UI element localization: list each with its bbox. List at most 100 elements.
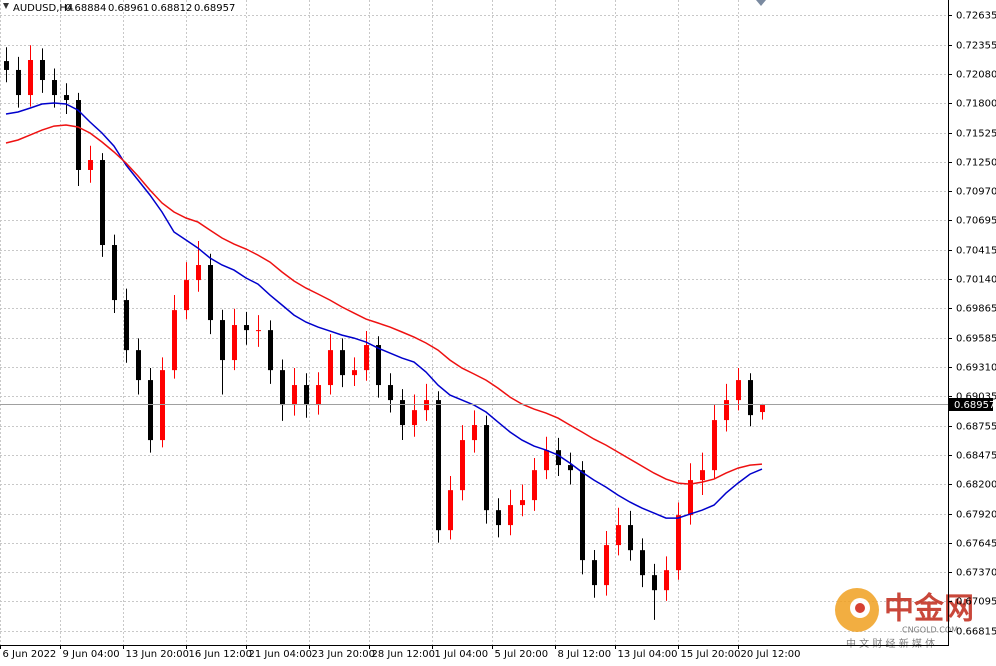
watermark-slogan: 中 文 财 经 新 媒 体 [846,637,935,650]
x-tick-label: 20 Jul 12:00 [741,649,801,660]
y-tick-label: 0.70140 [956,275,996,286]
candle-body [556,450,561,466]
moving-average-line [5,102,763,519]
candle-body [352,370,357,376]
candle-body [184,280,189,311]
header-high: 0.68961 [108,3,149,14]
candle-body [136,350,141,381]
candle-body [268,330,273,371]
candle-body [220,320,225,361]
candle-body [496,510,501,526]
candle-body [460,440,465,491]
watermark-logo: 中金网 [884,592,974,627]
candle-body [736,380,741,401]
x-tick-label: 21 Jun 04:00 [249,649,313,660]
candle-body [760,404,765,413]
y-tick-label: 0.66815 [956,627,996,638]
candle-body [124,300,129,351]
candle-body [688,480,693,516]
y-tick-label: 0.72080 [956,70,996,81]
candle-body [160,370,165,441]
current-price-label: 0.68957 [954,400,995,411]
header-open: 0.68884 [65,3,106,14]
x-tick-label: 28 Jun 12:00 [372,649,436,660]
x-tick-label: 6 Jun 2022 [3,649,57,660]
candle-body [244,325,249,331]
x-tick-label: 9 Jun 04:00 [63,649,120,660]
x-tick-label: 23 Jun 20:00 [312,649,376,660]
y-tick-label: 0.69585 [956,334,996,345]
candle-body [472,425,477,441]
y-tick-label: 0.67645 [956,539,996,550]
y-tick-label: 0.68755 [956,422,996,433]
y-tick-label: 0.70415 [956,246,996,257]
x-tick-label: 5 Jul 20:00 [495,649,549,660]
y-tick-label: 0.70695 [956,216,996,227]
candle-body [712,420,717,471]
candle-body [400,400,405,426]
candle-body [532,470,537,501]
symbol: AUDUSD,H4 [13,3,73,14]
x-tick-label: 8 Jul 12:00 [558,649,612,660]
y-tick-label: 0.69035 [956,392,996,403]
header: AUDUSD,H4 0.68884 0.68961 0.68812 0.6895… [3,3,235,14]
candle-body [568,465,573,471]
candle-body [700,470,705,481]
candle-body [208,265,213,321]
y-tick-label: 0.69310 [956,363,996,374]
y-tick-label: 0.70970 [956,187,996,198]
candle-body [604,545,609,586]
candle-body [292,385,297,406]
candle-body [340,350,345,376]
candle-body [484,425,489,511]
candle-body [424,400,429,411]
y-tick-label: 0.72355 [956,41,996,52]
candle-body [304,385,309,406]
candle-body [40,60,45,81]
candle-body [52,80,57,96]
candle-body [748,380,753,416]
candle-body [316,385,321,406]
candle-body [64,95,69,101]
candle-body [172,310,177,371]
candle-body [520,500,525,506]
header-low: 0.68812 [151,3,192,14]
candle-body [616,525,621,546]
shift-marker [756,0,766,6]
y-tick-label: 0.67095 [956,597,996,608]
y-tick-label: 0.68475 [956,451,996,462]
candle-body [580,470,585,561]
candle-body [196,265,201,281]
watermark-site: CNGOLD.COM [902,626,958,635]
y-tick-label: 0.67920 [956,510,996,521]
candle-body [232,325,237,361]
header-arrow [3,3,9,9]
candle-body [88,160,93,170]
y-tick-label: 0.69865 [956,304,996,315]
candle-body [544,450,549,471]
plot [0,45,948,620]
header-close: 0.68957 [194,3,235,14]
watermark: 中金网 CNGOLD.COM 中 文 财 经 新 媒 体 [835,588,974,650]
candle-body [652,575,657,591]
x-tick-label: 15 Jul 20:00 [681,649,741,660]
candle-body [148,380,153,441]
x-tick-label: 16 Jun 12:00 [189,649,253,660]
candle-body [628,525,633,551]
candle-body [76,100,81,170]
y-tick-label: 0.72635 [956,11,996,22]
y-tick-label: 0.71800 [956,99,996,110]
y-tick-label: 0.71525 [956,129,996,140]
candle-body [364,345,369,371]
candle-body [664,570,669,591]
y-tick-label: 0.68200 [956,480,996,491]
candle-body [388,385,393,401]
moving-average-line [5,124,763,485]
y-tick-label: 0.71250 [956,158,996,169]
x-tick-label: 1 Jul 04:00 [435,649,489,660]
candle-body [592,560,597,586]
candle-body [280,370,285,406]
